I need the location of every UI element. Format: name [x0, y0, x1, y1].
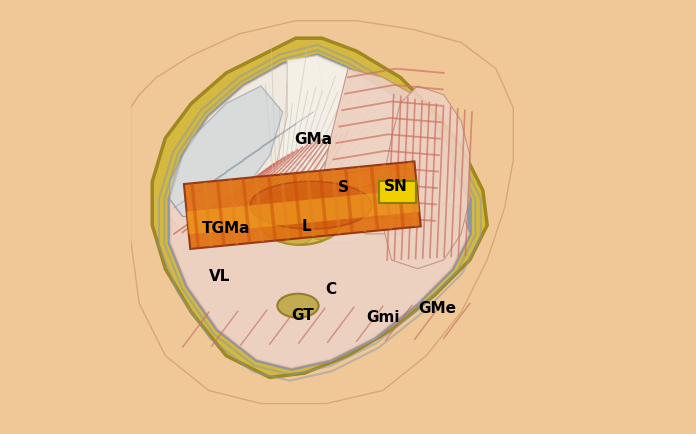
- Ellipse shape: [315, 201, 346, 225]
- Text: VL: VL: [209, 268, 230, 283]
- Polygon shape: [395, 164, 405, 229]
- Polygon shape: [170, 56, 322, 234]
- Polygon shape: [357, 168, 367, 233]
- Polygon shape: [408, 162, 418, 227]
- Polygon shape: [344, 168, 354, 234]
- Polygon shape: [382, 165, 393, 230]
- Ellipse shape: [277, 294, 319, 318]
- Polygon shape: [270, 56, 444, 243]
- Polygon shape: [170, 87, 283, 217]
- Polygon shape: [318, 171, 329, 236]
- Polygon shape: [187, 190, 420, 235]
- Text: S: S: [338, 179, 349, 194]
- Polygon shape: [216, 181, 226, 246]
- Ellipse shape: [285, 183, 324, 207]
- Polygon shape: [306, 172, 315, 237]
- Text: Gmi: Gmi: [366, 309, 400, 324]
- Text: TGMa: TGMa: [202, 220, 251, 235]
- Polygon shape: [203, 182, 213, 247]
- Ellipse shape: [250, 182, 372, 230]
- Text: C: C: [325, 281, 336, 296]
- Polygon shape: [280, 175, 290, 240]
- Text: GT: GT: [291, 307, 314, 322]
- Polygon shape: [184, 162, 421, 250]
- Polygon shape: [242, 179, 251, 244]
- Polygon shape: [370, 166, 379, 231]
- Ellipse shape: [278, 224, 313, 245]
- Ellipse shape: [274, 213, 300, 230]
- Text: L: L: [302, 218, 312, 233]
- Polygon shape: [322, 69, 452, 234]
- Polygon shape: [254, 178, 264, 243]
- Ellipse shape: [307, 220, 337, 240]
- Polygon shape: [229, 180, 239, 245]
- Polygon shape: [331, 170, 341, 235]
- Text: GMa: GMa: [294, 132, 332, 146]
- Polygon shape: [383, 87, 470, 269]
- Polygon shape: [293, 174, 303, 239]
- Polygon shape: [152, 39, 487, 378]
- Ellipse shape: [257, 189, 344, 245]
- Ellipse shape: [261, 195, 296, 221]
- Polygon shape: [170, 200, 470, 369]
- Polygon shape: [267, 176, 277, 241]
- Text: SN: SN: [384, 178, 408, 193]
- Polygon shape: [170, 56, 470, 369]
- Bar: [379, 181, 416, 204]
- Text: GMe: GMe: [418, 301, 456, 316]
- Polygon shape: [190, 184, 200, 249]
- Polygon shape: [131, 22, 514, 404]
